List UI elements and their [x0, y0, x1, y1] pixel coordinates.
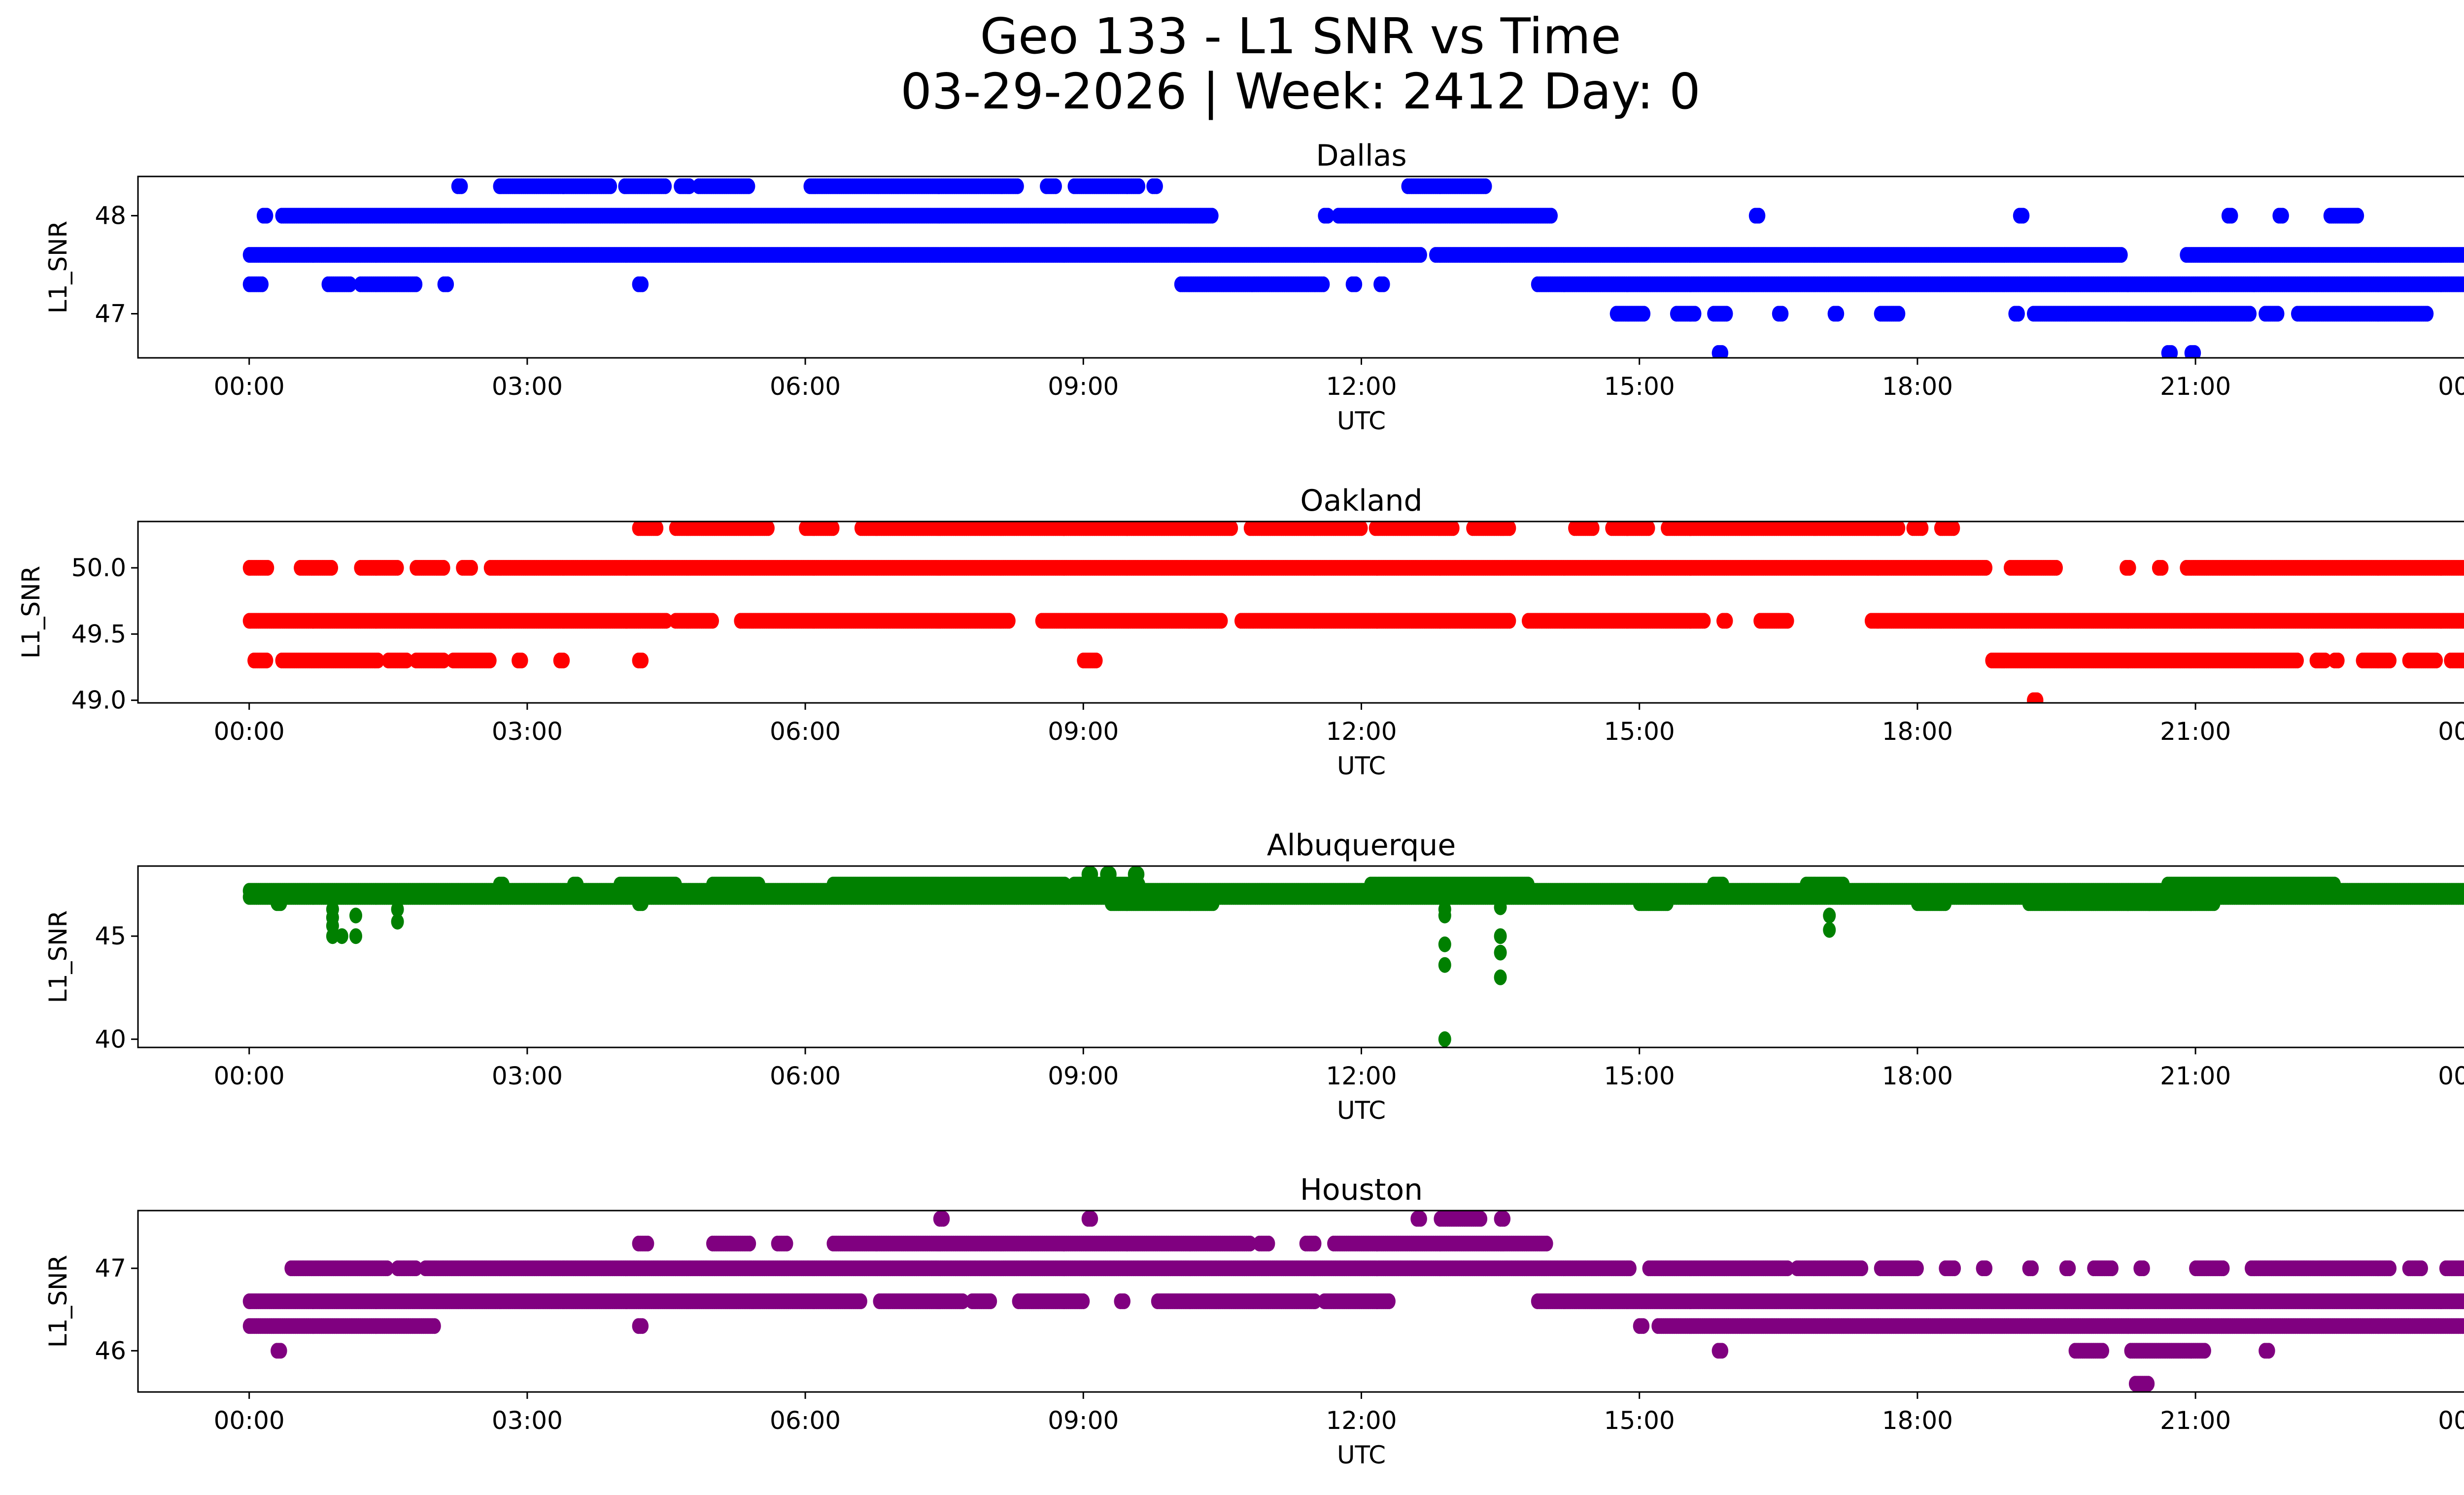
data-point: [1947, 522, 1960, 536]
x-tick-label: 12:00: [1326, 372, 1397, 401]
data-point: [1776, 306, 1789, 322]
data-point: [2244, 306, 2257, 322]
data-point: [1715, 345, 1729, 358]
data-point: [2012, 306, 2025, 322]
data-point: [2115, 247, 2128, 263]
data-point: [441, 276, 454, 292]
data-point: [1720, 306, 1733, 322]
data-point: [706, 613, 719, 629]
x-axis-label: UTC: [1337, 407, 1386, 435]
data-point: [391, 560, 404, 576]
data-point: [2017, 208, 2030, 224]
data-point: [2188, 345, 2201, 358]
data-point: [1317, 276, 1330, 292]
data-point: [1545, 208, 1558, 224]
data-point: [1892, 306, 1906, 322]
data-point: [465, 560, 478, 576]
data-point: [1916, 522, 1929, 536]
panel-dallas: Dallas 47 48 00:00 03:00 06:00 09:00 12:00 15:00…: [44, 139, 2464, 435]
data-point: [826, 522, 840, 536]
data-point: [683, 178, 696, 194]
data-point: [2462, 248, 2464, 261]
data-point: [1479, 178, 1492, 194]
x-tick-label: 15:00: [1604, 372, 1675, 401]
data-point: [1446, 522, 1460, 536]
data-point: [2351, 208, 2364, 224]
x-tick-label: 21:00: [2160, 372, 2231, 401]
data-point: [2462, 278, 2464, 291]
data-point: [1414, 247, 1427, 263]
data-point: [1980, 560, 1993, 576]
plot-frame: [137, 175, 2464, 359]
data-point: [1503, 522, 1516, 536]
data-point: [1011, 178, 1024, 194]
data-point: [1688, 306, 1702, 322]
x-tick-label: 09:00: [1048, 372, 1119, 401]
series-points: [242, 522, 2464, 703]
data-point: [2225, 208, 2238, 224]
data-point: [1205, 208, 1219, 224]
data-point: [1321, 208, 1335, 224]
data-point: [604, 178, 617, 194]
data-point: [261, 560, 274, 576]
x-tick-label: 06:00: [770, 372, 841, 401]
data-point: [1132, 178, 1146, 194]
y-axis-label: L1_SNR: [44, 221, 72, 314]
data-point: [742, 178, 755, 194]
data-point: [636, 276, 649, 292]
data-point: [650, 522, 664, 536]
data-point: [1586, 522, 1600, 536]
chart-subtitle: 03-29-2026 | Week: 2412 Day: 0: [900, 63, 1701, 120]
data-point: [2421, 306, 2434, 322]
data-point: [256, 276, 269, 292]
chart-title: Geo 133 - L1 SNR vs Time: [980, 7, 1621, 65]
data-point: [1642, 522, 1655, 536]
data-point: [2276, 208, 2289, 224]
data-point: [1225, 522, 1238, 536]
data-point: [2123, 560, 2136, 576]
x-tick-label: 03:00: [492, 372, 563, 401]
data-point: [455, 178, 468, 194]
data-point: [1150, 178, 1163, 194]
panel-title: Oakland: [1300, 484, 1422, 518]
panel-title: Dallas: [1316, 139, 1406, 173]
data-point: [410, 276, 423, 292]
data-point: [1638, 306, 1651, 322]
x-tick-label: 18:00: [1882, 372, 1953, 401]
y-tick-label: 47: [95, 299, 126, 328]
figure-title: Geo 133 - L1 SNR vs Time 03-29-2026 | We…: [0, 9, 2464, 119]
data-point: [437, 560, 450, 576]
series-points: [242, 178, 2464, 358]
data-point: [1892, 522, 1906, 536]
data-point: [325, 560, 339, 576]
data-point: [2165, 345, 2178, 358]
data-point: [2050, 560, 2063, 576]
data-point: [1377, 276, 1390, 292]
data-point: [260, 208, 274, 224]
data-point: [761, 522, 775, 536]
x-tick-label: 00:00: [214, 372, 285, 401]
data-point: [1349, 276, 1363, 292]
y-tick-label: 48: [95, 202, 126, 230]
data-point: [1049, 178, 1062, 194]
data-point: [659, 178, 672, 194]
data-point: [343, 276, 357, 292]
x-tick-label: 00:00: [2438, 372, 2464, 401]
data-point: [1355, 522, 1368, 536]
data-point: [2271, 306, 2285, 322]
data-point: [2156, 560, 2169, 576]
data-point: [1752, 208, 1766, 224]
data-point: [1831, 306, 1845, 322]
